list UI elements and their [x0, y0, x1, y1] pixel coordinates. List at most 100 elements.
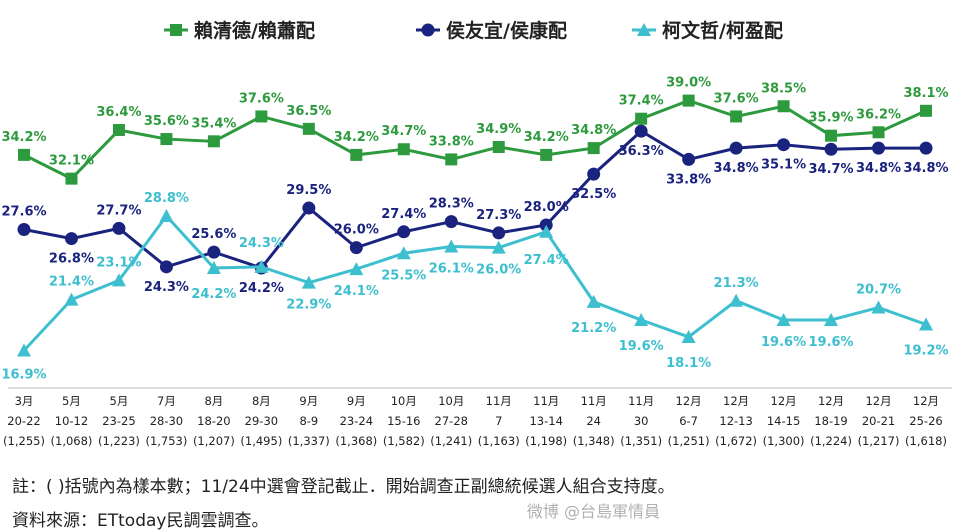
data-label: 34.7% [381, 124, 426, 139]
x-tick-month: 8月 [252, 394, 271, 408]
data-label: 36.4% [96, 105, 141, 120]
x-tick-10: 11月 7 (1,163) [478, 394, 520, 448]
legend-label: 柯文哲/柯盈配 [662, 19, 783, 42]
data-label: 27.3% [476, 208, 521, 223]
x-tick-month: 8月 [204, 394, 223, 408]
data-point [777, 138, 791, 152]
data-point [159, 260, 173, 274]
data-label: 24.1% [334, 284, 379, 299]
data-point [64, 232, 78, 246]
x-tick-sample: (1,582) [383, 434, 425, 448]
data-point [302, 122, 315, 135]
data-label: 26.8% [49, 252, 94, 267]
x-tick-3: 7月 28-30 (1,753) [145, 394, 187, 448]
data-point [730, 110, 743, 123]
x-tick-sample: (1,198) [525, 434, 567, 448]
data-point [111, 273, 126, 287]
data-label: 28.8% [144, 191, 189, 206]
data-label: 18.1% [666, 356, 711, 371]
data-label: 21.2% [571, 321, 616, 336]
x-tick-month: 12月 [865, 394, 891, 408]
data-point [635, 112, 648, 125]
data-label: 27.4% [381, 207, 426, 222]
data-point [207, 245, 221, 259]
data-label: 34.8% [571, 123, 616, 138]
x-tick-12: 11月 24 (1,348) [573, 394, 615, 448]
line-chart: 賴清德/賴蕭配 侯友宜/侯康配 柯文哲/柯盈配 3月 20-22 (1,255) 5月 10-… [1, 19, 952, 448]
data-label: 23.1% [96, 255, 141, 270]
series-0: 34.2%32.1%36.4%35.6% 35.4%37.6%36.5%34.2%… [1, 76, 949, 185]
x-tick-days: 6-7 [679, 414, 698, 428]
x-tick-days: 27-28 [435, 414, 468, 428]
x-tick-days: 15-16 [387, 414, 420, 428]
data-label: 34.8% [714, 161, 759, 176]
x-tick-days: 24 [586, 414, 601, 428]
data-point [682, 152, 696, 166]
data-point [776, 312, 791, 326]
data-point [825, 129, 838, 142]
legend-marker [637, 23, 651, 36]
data-point [871, 300, 886, 314]
data-label: 27.6% [1, 205, 46, 220]
data-point [444, 239, 459, 253]
x-tick-sample: (1,368) [335, 434, 377, 448]
x-tick-month: 12月 [676, 394, 702, 408]
x-tick-18: 12月 20-21 (1,217) [858, 394, 900, 448]
data-point [206, 260, 221, 274]
x-tick-sample: (1,251) [668, 434, 710, 448]
series-1: 27.6%26.8%27.7%24.3%25.6%24.2%29.5%26.0%… [1, 124, 949, 296]
series-2: 16.9%21.4%23.1%28.8%24.2%24.3%22.9%24.1%… [1, 191, 948, 383]
data-point [491, 240, 506, 254]
data-label: 38.1% [903, 86, 948, 101]
data-label: 26.0% [334, 223, 379, 238]
data-label: 16.9% [1, 368, 46, 383]
x-tick-month: 11月 [628, 394, 654, 408]
data-label: 34.8% [903, 161, 948, 176]
data-label: 26.1% [429, 261, 474, 276]
x-tick-6: 9月 8-9 (1,337) [288, 394, 330, 448]
x-tick-sample: (1,351) [620, 434, 662, 448]
data-point [160, 133, 173, 146]
note-sample-size: 註：( )括號內為樣本數；11/24中選會登記截止．開始調查正副總統候選人組合支… [12, 477, 675, 497]
data-label: 32.5% [571, 187, 616, 202]
data-label: 19.2% [903, 344, 948, 359]
data-label: 24.3% [239, 236, 284, 251]
data-label: 22.9% [286, 298, 331, 313]
watermark: 微博 @台島軍情員 [526, 502, 660, 521]
data-point [492, 140, 505, 153]
x-tick-sample: (1,300) [763, 434, 805, 448]
data-label: 28.3% [429, 197, 474, 212]
data-point [587, 167, 601, 181]
x-tick-1: 5月 10-12 (1,068) [51, 394, 93, 448]
x-tick-days: 25-26 [909, 414, 942, 428]
data-label: 38.5% [761, 81, 806, 96]
data-label: 34.2% [1, 130, 46, 145]
data-label: 36.2% [856, 107, 901, 122]
x-tick-sample: (1,753) [145, 434, 187, 448]
data-label: 35.9% [808, 111, 853, 126]
data-point [17, 223, 31, 237]
data-point [539, 224, 554, 238]
x-tick-days: 23-24 [340, 414, 373, 428]
data-point [301, 275, 316, 289]
x-tick-days: 8-9 [299, 414, 318, 428]
data-label: 34.7% [808, 162, 853, 177]
data-point [682, 94, 695, 107]
data-label: 25.5% [381, 268, 426, 283]
x-tick-month: 11月 [533, 394, 559, 408]
x-tick-15: 12月 12-13 (1,672) [715, 394, 757, 448]
x-tick-16: 12月 14-15 (1,300) [763, 394, 805, 448]
data-label: 33.8% [429, 134, 474, 149]
legend-item-0: 賴清德/賴蕭配 [164, 19, 315, 42]
data-point [777, 100, 790, 113]
data-point [824, 312, 839, 326]
x-tick-month: 12月 [818, 394, 844, 408]
data-point [634, 124, 648, 138]
x-tick-days: 23-25 [102, 414, 135, 428]
data-label: 39.0% [666, 76, 711, 91]
x-tick-month: 10月 [438, 394, 464, 408]
x-tick-sample: (1,618) [905, 434, 947, 448]
series-line [23, 129, 926, 270]
x-tick-2: 5月 23-25 (1,223) [98, 394, 140, 448]
